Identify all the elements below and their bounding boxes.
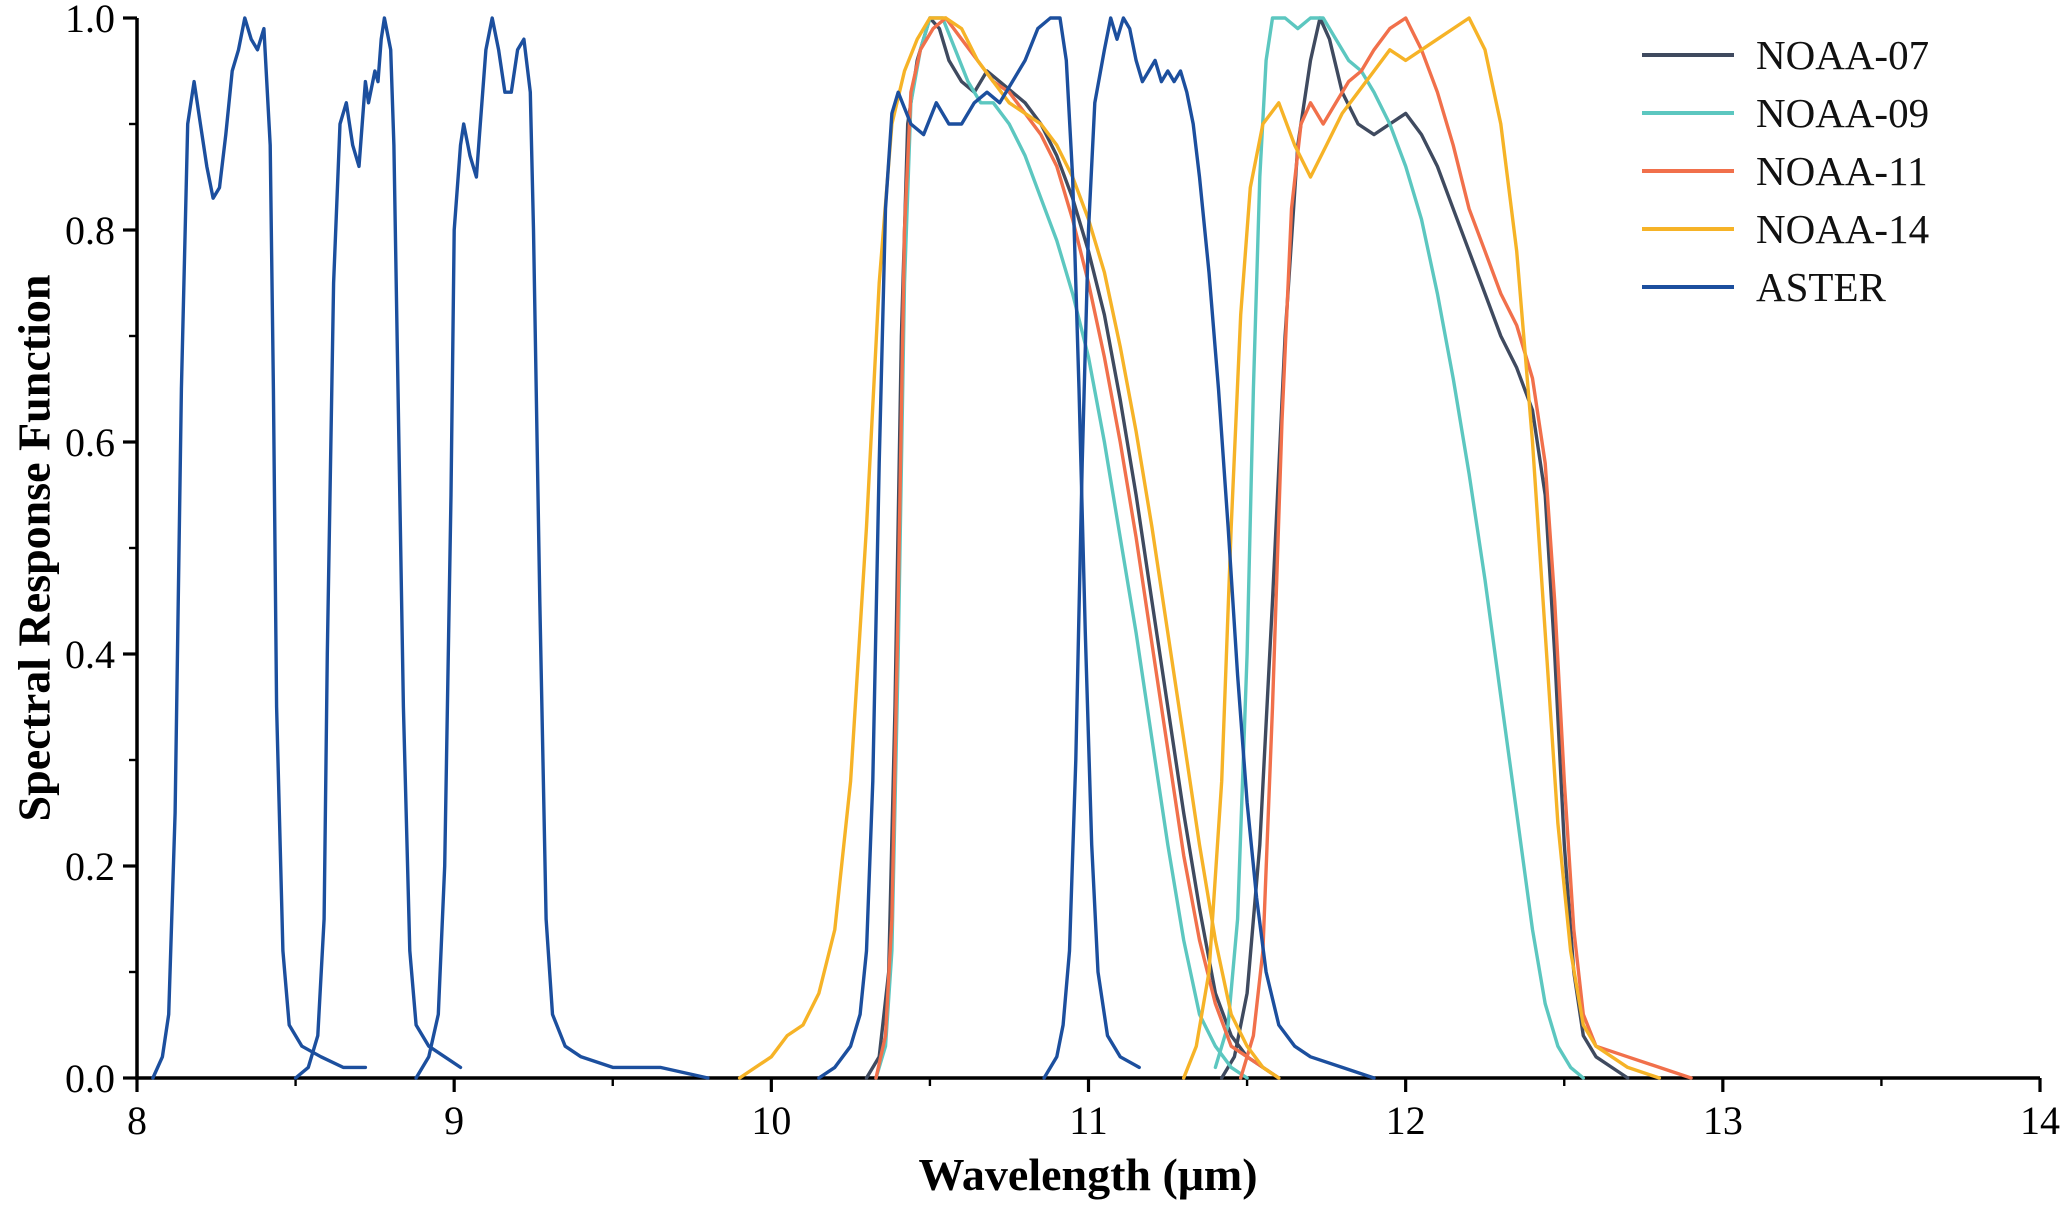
series-line-ASTER bbox=[1042, 16, 1376, 1080]
x-tick-label: 8 bbox=[127, 1098, 147, 1143]
series-line-NOAA-14 bbox=[737, 16, 1281, 1080]
legend-line-sample bbox=[1642, 169, 1734, 173]
y-axis-title: Spectral Response Function bbox=[8, 274, 60, 822]
series-line-ASTER bbox=[414, 16, 710, 1080]
y-tick-label: 1.0 bbox=[65, 0, 115, 41]
x-tick-label: 11 bbox=[1069, 1098, 1108, 1143]
legend-item-NOAA-14: NOAA-14 bbox=[1642, 200, 1929, 258]
legend-line-sample bbox=[1642, 227, 1734, 231]
legend-item-ASTER: ASTER bbox=[1642, 258, 1929, 316]
legend-label: NOAA-07 bbox=[1756, 32, 1930, 78]
y-tick-label: 0.8 bbox=[65, 208, 115, 253]
series-line-ASTER bbox=[151, 16, 368, 1080]
x-tick-label: 14 bbox=[2020, 1098, 2060, 1143]
legend-line-sample bbox=[1642, 285, 1734, 289]
legend-label: NOAA-09 bbox=[1756, 90, 1930, 136]
series-line-ASTER bbox=[817, 16, 1141, 1080]
legend-label: ASTER bbox=[1756, 264, 1886, 310]
x-tick-label: 13 bbox=[1703, 1098, 1743, 1143]
legend-label: NOAA-14 bbox=[1756, 206, 1930, 252]
x-tick-label: 10 bbox=[751, 1098, 791, 1143]
y-tick-label: 0.4 bbox=[65, 632, 115, 677]
legend-item-NOAA-09: NOAA-09 bbox=[1642, 84, 1929, 142]
series-line-NOAA-14 bbox=[1182, 16, 1662, 1080]
legend-line-sample bbox=[1642, 111, 1734, 115]
y-tick-label: 0.6 bbox=[65, 420, 115, 465]
legend-label: NOAA-11 bbox=[1756, 148, 1928, 194]
legend-item-NOAA-07: NOAA-07 bbox=[1642, 26, 1929, 84]
y-tick-label: 0.0 bbox=[65, 1056, 115, 1101]
series-line-NOAA-11 bbox=[874, 16, 1281, 1080]
x-tick-label: 9 bbox=[444, 1098, 464, 1143]
y-tick-label: 0.2 bbox=[65, 844, 115, 889]
legend-item-NOAA-11: NOAA-11 bbox=[1642, 142, 1929, 200]
legend: NOAA-07 NOAA-09 NOAA-11 NOAA-14 ASTER bbox=[1642, 26, 1929, 316]
series-line-NOAA-11 bbox=[1239, 16, 1693, 1080]
legend-line-sample bbox=[1642, 53, 1734, 57]
x-tick-label: 12 bbox=[1386, 1098, 1426, 1143]
series-line-NOAA-09 bbox=[1213, 16, 1585, 1080]
series-line-ASTER bbox=[293, 16, 463, 1080]
x-axis-title: Wavelength (μm) bbox=[918, 1149, 1258, 1200]
